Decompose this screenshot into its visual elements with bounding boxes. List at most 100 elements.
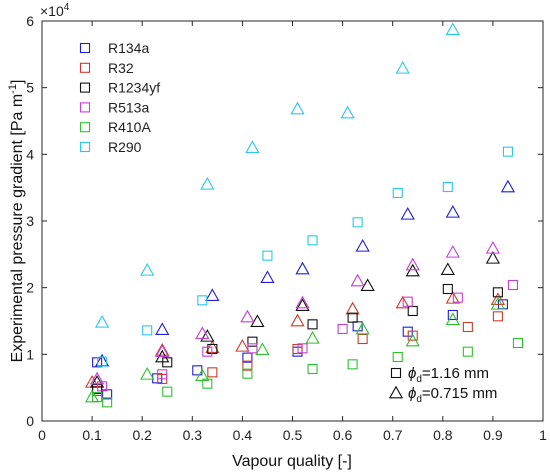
point-square <box>297 343 308 354</box>
point-triangle <box>89 371 105 385</box>
point-square <box>307 235 318 246</box>
point-triangle <box>235 339 250 352</box>
point-square <box>162 386 173 397</box>
point-square <box>307 363 318 375</box>
point-triangle <box>490 292 506 306</box>
point-square <box>247 336 258 347</box>
point-triangle <box>445 291 460 304</box>
y-tick-label: 5 <box>26 80 34 96</box>
point-triangle <box>290 313 305 327</box>
legend-entry: R32 <box>108 60 134 76</box>
point-square <box>307 319 318 330</box>
point-triangle <box>140 263 155 276</box>
point-square <box>462 321 473 333</box>
x-tick-label: 0.1 <box>82 427 102 443</box>
point-triangle <box>445 22 460 36</box>
x-tick-label: 0.7 <box>383 427 403 443</box>
point-square <box>97 356 108 367</box>
point-triangle <box>485 251 501 264</box>
marker-legend-symbol <box>388 385 404 399</box>
marker-legend-symbol <box>390 367 402 379</box>
point-triangle <box>405 333 420 347</box>
point-triangle <box>355 239 370 252</box>
point-triangle <box>255 342 270 356</box>
point-triangle <box>445 205 460 218</box>
series-r410a <box>84 297 524 408</box>
point-triangle <box>200 329 215 342</box>
x-tick-label: 0 <box>38 427 46 443</box>
point-square <box>347 359 358 370</box>
series-r290 <box>94 22 513 367</box>
point-triangle <box>260 270 275 284</box>
point-triangle <box>290 101 305 115</box>
point-triangle <box>140 367 155 380</box>
point-square <box>157 369 168 380</box>
series-r513a <box>89 241 518 392</box>
point-triangle <box>295 298 310 312</box>
point-triangle <box>205 288 220 302</box>
point-triangle <box>240 309 255 323</box>
point-square <box>407 330 418 341</box>
point-triangle <box>500 179 516 193</box>
point-triangle <box>155 344 170 358</box>
point-square <box>392 351 403 363</box>
marker-legend-label: ϕd=1.16 mm <box>408 365 489 385</box>
point-square <box>507 279 518 291</box>
point-triangle <box>340 105 355 119</box>
legend-entry: R513a <box>108 99 149 115</box>
point-square <box>392 187 403 199</box>
y-tick-label: 4 <box>26 146 34 162</box>
point-square <box>502 146 513 157</box>
legend-marker <box>79 42 91 54</box>
y-axis-label-close: ] <box>9 80 26 84</box>
point-triangle <box>155 343 170 356</box>
point-square <box>452 292 463 303</box>
point-square <box>357 333 368 345</box>
point-triangle <box>200 177 215 190</box>
point-triangle <box>94 315 110 328</box>
y-tick-label: 3 <box>26 213 34 229</box>
point-triangle <box>345 301 360 315</box>
x-tick-label: 0.2 <box>132 427 152 443</box>
point-triangle <box>245 140 260 154</box>
point-square <box>247 343 258 354</box>
x-tick-label: 0.8 <box>433 427 453 443</box>
y-tick-label: 2 <box>26 280 34 296</box>
legend-marker <box>79 102 91 113</box>
point-square <box>262 250 273 261</box>
point-square <box>402 296 413 307</box>
point-triangle <box>440 262 455 276</box>
point-square <box>337 323 348 335</box>
y-multiplier-exponent: 4 <box>64 2 70 13</box>
x-tick-label: 0.6 <box>333 427 353 443</box>
y-tick-label: 6 <box>26 13 34 29</box>
point-triangle <box>195 368 210 382</box>
legend-entry: R1234yf <box>108 80 160 96</box>
marker-legend-label: ϕd=0.715 mm <box>408 385 497 405</box>
point-triangle <box>84 389 100 403</box>
point-triangle <box>405 257 420 271</box>
x-tick-label: 0.9 <box>483 427 503 443</box>
point-square <box>207 367 218 378</box>
x-tick-label: 1 <box>539 427 547 443</box>
point-square <box>492 287 503 298</box>
ticks-layer: 0 0.1 0.2 0.3 0.4 0.5 0.6 0.7 0.8 0.9 1 0 1 2 3 4 5 6 <box>26 13 547 443</box>
point-triangle <box>445 245 460 258</box>
point-triangle <box>395 295 410 309</box>
point-triangle <box>155 322 170 336</box>
y-tick-label: 0 <box>26 413 34 429</box>
point-square <box>492 311 503 322</box>
point-triangle <box>445 312 460 326</box>
point-triangle <box>485 241 501 254</box>
point-square <box>442 181 453 193</box>
point-square <box>242 360 253 371</box>
x-axis-label: Vapour quality [-] <box>232 453 352 470</box>
point-triangle <box>400 207 415 220</box>
point-square <box>102 397 113 408</box>
point-square <box>142 325 153 336</box>
point-triangle <box>350 273 365 287</box>
point-square <box>347 312 358 323</box>
point-square <box>352 217 363 228</box>
